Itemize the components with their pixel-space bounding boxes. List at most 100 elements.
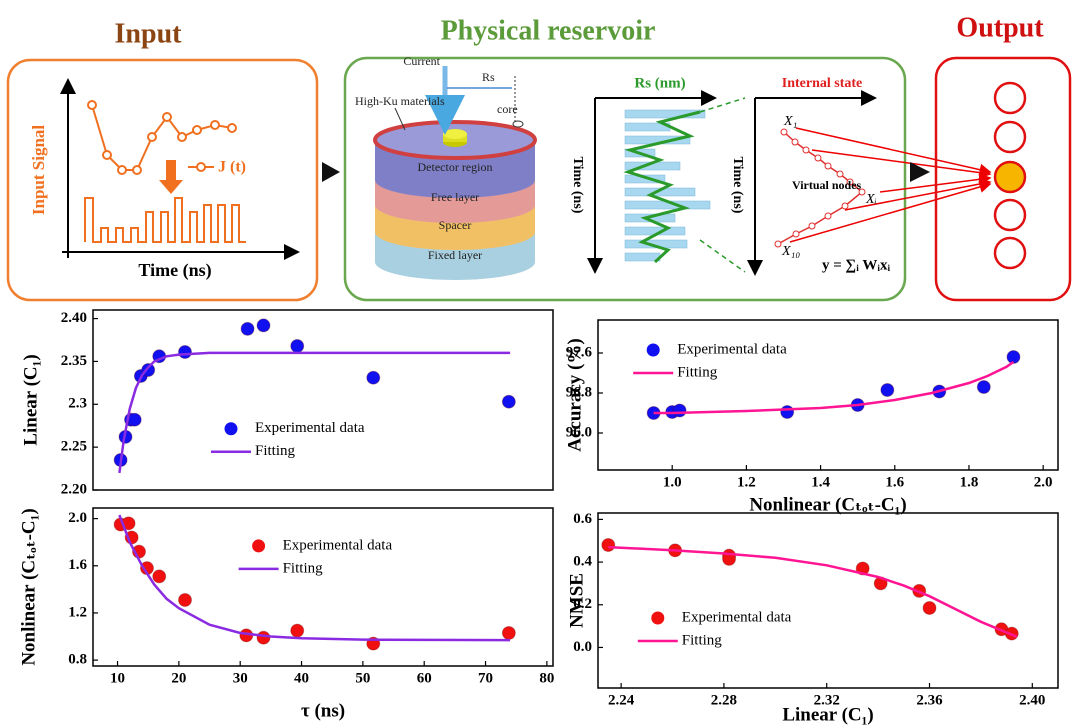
y-tick-label: 0.6: [573, 511, 592, 527]
plot-frame: [93, 310, 553, 490]
current-label: Current: [403, 54, 440, 68]
data-point: [673, 404, 686, 417]
data-point: [881, 384, 894, 397]
x-tick-label: 1.2: [737, 474, 756, 490]
data-point: [291, 624, 304, 637]
data-point: [179, 593, 192, 606]
state-title: Internal state: [782, 76, 863, 91]
legend-label: Fitting: [255, 443, 296, 459]
y-axis-label: Linear (C₁): [20, 354, 41, 445]
y-tick-label: 0.8: [68, 652, 87, 668]
data-point: [367, 371, 380, 384]
rs-label: Rs: [482, 70, 495, 84]
data-point: [179, 346, 192, 359]
x-axis-label: τ (ns): [301, 700, 345, 721]
legend-label: Experimental data: [682, 609, 792, 625]
input-ylabel: Input Signal: [29, 125, 48, 216]
x-axis-label: Nonlinear (Cₜₒₜ-C₁): [749, 494, 906, 515]
legend-label: Experimental data: [677, 341, 787, 357]
data-point: [241, 322, 254, 335]
input-xlabel: Time (ns): [138, 260, 211, 281]
plot-frame: [598, 513, 1058, 688]
data-point: [291, 340, 304, 353]
y-tick-label: 1.6: [68, 557, 87, 573]
x-tick-label: 40: [294, 670, 309, 686]
data-point: [602, 539, 615, 552]
layer-label: Spacer: [439, 218, 472, 232]
plot-frame: [598, 320, 1058, 470]
x-tick-label: 30: [233, 670, 248, 686]
x-tick-label: 20: [171, 670, 186, 686]
data-point: [977, 381, 990, 394]
x-tick-label: 1.0: [663, 474, 682, 490]
x-tick-label: 2.36: [916, 692, 943, 708]
y-tick-label: 2.20: [61, 481, 87, 497]
time-label: Time (ns): [570, 157, 585, 214]
data-point: [128, 413, 141, 426]
fit-line: [119, 353, 510, 473]
y-tick-label: 2.40: [61, 310, 87, 326]
y-tick-label: 0.0: [573, 639, 592, 655]
y-axis-label: Nonlinear (Cₜₒₜ-C₁): [18, 508, 39, 665]
x-tick-label: 60: [417, 670, 432, 686]
x-tick-label: 10: [110, 670, 125, 686]
x-axis-label: Linear (C₁): [782, 704, 873, 725]
data-point: [257, 319, 270, 332]
rs-title: Rs (nm): [634, 75, 685, 91]
input-title: Input: [115, 18, 183, 49]
legend-swatch: [252, 539, 265, 552]
legend-label: Experimental data: [283, 537, 393, 553]
rs-plot: [595, 98, 745, 272]
legend-swatch: [651, 612, 664, 625]
x-tick-label: 2.40: [1019, 692, 1045, 708]
core-label: core: [497, 102, 518, 116]
output-nodes: [995, 83, 1025, 268]
y-tick-label: 0.4: [573, 554, 592, 570]
y-tick-label: 2.0: [68, 510, 87, 526]
node-label: X₁₀: [781, 244, 800, 259]
figure: Input Input Signal Time (ns) J (t) Physi…: [0, 0, 1078, 726]
data-point: [1007, 351, 1020, 364]
material-label: High-Ku materials: [355, 94, 445, 108]
x-tick-label: 2.24: [608, 692, 635, 708]
y-tick-label: 2.25: [61, 439, 87, 455]
data-point: [502, 395, 515, 408]
legend-label: Experimental data: [255, 420, 365, 436]
data-point: [923, 601, 936, 614]
data-point: [153, 570, 166, 583]
node-label: X₁: [783, 114, 797, 129]
x-tick-label: 70: [478, 670, 493, 686]
output-title: Output: [956, 12, 1044, 43]
legend-label: Fitting: [283, 560, 324, 576]
y-tick-label: 1.2: [68, 604, 87, 620]
virtual-nodes: Virtual nodes: [792, 178, 862, 192]
legend-label: Fitting: [682, 632, 723, 648]
layer-label: Detector region: [418, 160, 493, 174]
legend-label: Fitting: [677, 364, 718, 380]
data-point: [257, 631, 270, 644]
legend-swatch: [647, 344, 660, 357]
y-tick-label: 2.3: [68, 396, 87, 412]
layer-label: Fixed layer: [428, 248, 482, 262]
x-tick-label: 1.6: [885, 474, 904, 490]
x-tick-label: 80: [539, 670, 554, 686]
time-label: Time (ns): [730, 157, 745, 214]
x-tick-label: 1.4: [811, 474, 830, 490]
input-legend: J (t): [218, 159, 246, 176]
reservoir-title: Physical reservoir: [441, 15, 656, 46]
fit-line: [608, 547, 1017, 637]
legend-swatch: [225, 422, 238, 435]
layer-label: Free layer: [431, 190, 479, 204]
data-point: [781, 406, 794, 419]
formula: y = ∑ᵢ Wᵢxᵢ: [822, 257, 891, 273]
x-tick-label: 2.28: [711, 692, 737, 708]
x-tick-label: 50: [355, 670, 370, 686]
arrow: [159, 160, 183, 194]
x-tick-label: 2.0: [1034, 474, 1053, 490]
arrow: [322, 162, 340, 182]
y-tick-label: 2.35: [61, 353, 87, 369]
x-tick-label: 1.8: [960, 474, 979, 490]
data-point: [502, 626, 515, 639]
y-axis-label: NMSE: [566, 573, 587, 628]
fit-line: [119, 515, 510, 640]
